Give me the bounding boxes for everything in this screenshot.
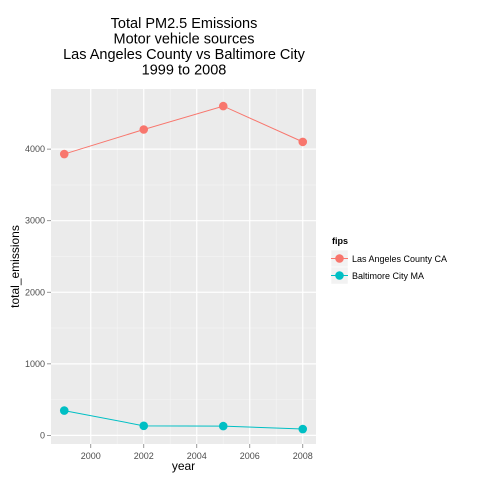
legend-label: Baltimore City MA [352,271,424,281]
title-line-4: 1999 to 2008 [142,63,227,79]
data-point [218,421,228,431]
series-2 [59,406,308,434]
series-line [64,410,303,430]
x-tick-label: 2002 [134,451,154,461]
data-point [298,424,308,434]
legend-label: Las Angeles County CA [352,254,447,264]
x-tick-label: 2000 [81,451,101,461]
y-axis-ticks: 0 1000 2000 3000 4000 [25,144,51,440]
y-tick-label: 0 [40,430,45,440]
title-line-1: Total PM2.5 Emissions [111,16,258,32]
data-point [298,137,308,147]
legend-item-2: Baltimore City MA [330,266,424,285]
major-gridlines [51,89,316,444]
legend: fips Las Angeles County CA Baltimore City… [330,236,447,285]
series-1 [59,101,308,159]
data-point [59,149,69,159]
y-tick-label: 3000 [25,216,45,226]
y-tick-label: 1000 [25,359,45,369]
y-tick-label: 4000 [25,144,45,154]
legend-item-1: Las Angeles County CA [330,249,447,268]
legend-title: fips [332,236,348,246]
legend-key-point [335,271,344,280]
data-point [218,101,228,111]
data-point [139,125,149,134]
y-tick-label: 2000 [25,287,45,297]
minor-gridlines [51,89,316,444]
data-point [139,421,149,431]
legend-key-point [335,254,344,263]
data-series [59,101,308,434]
x-tick-label: 2008 [293,451,313,461]
x-tick-label: 2006 [240,451,260,461]
series-line [64,105,303,155]
y-axis-title: total_emissions [8,225,22,308]
x-axis-title: year [172,459,195,473]
x-tick-label: 2004 [187,451,207,461]
title-line-3: Las Angeles County vs Baltimore City [63,47,306,63]
title-line-2: Motor vehicle sources [113,32,254,48]
data-point [59,406,69,415]
x-axis-ticks: 2000 2002 2004 2006 2008 [81,444,313,461]
plot-panel [51,89,316,444]
